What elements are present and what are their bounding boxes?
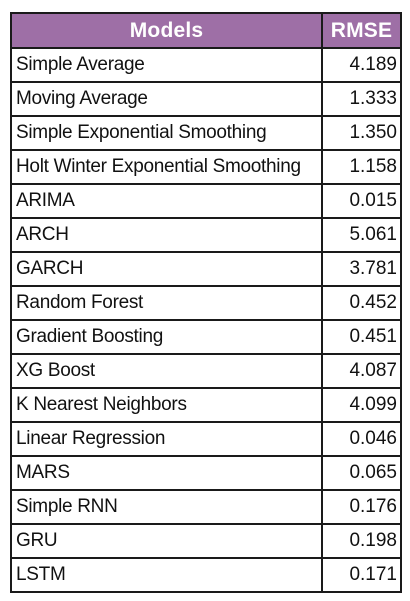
rmse-value-cell: 4.099 — [321, 387, 402, 423]
model-name-cell: Simple RNN — [10, 489, 323, 525]
rmse-value-cell: 0.046 — [321, 421, 402, 457]
rmse-table-container: Models RMSE Simple Average 4.189 Moving … — [10, 12, 402, 593]
rmse-value-cell: 1.333 — [321, 81, 402, 117]
rmse-value-cell: 0.451 — [321, 319, 402, 355]
model-name-cell: ARCH — [10, 217, 323, 253]
model-name-cell: XG Boost — [10, 353, 323, 389]
table-row: XG Boost 4.087 — [10, 353, 402, 389]
model-name-cell: ARIMA — [10, 183, 323, 219]
model-name-cell: K Nearest Neighbors — [10, 387, 323, 423]
model-name-cell: Simple Exponential Smoothing — [10, 115, 323, 151]
model-name-cell: Random Forest — [10, 285, 323, 321]
table-row: K Nearest Neighbors 4.099 — [10, 387, 402, 423]
rmse-value-cell: 4.087 — [321, 353, 402, 389]
rmse-value-cell: 4.189 — [321, 47, 402, 83]
table-row: Moving Average 1.333 — [10, 81, 402, 117]
table-row: LSTM 0.171 — [10, 557, 402, 593]
rmse-header: RMSE — [321, 12, 402, 49]
rmse-table: Models RMSE Simple Average 4.189 Moving … — [10, 12, 402, 593]
rmse-value-cell: 0.171 — [321, 557, 402, 593]
header-row: Models RMSE — [10, 12, 402, 49]
model-name-cell: Holt Winter Exponential Smoothing — [10, 149, 323, 185]
model-name-cell: MARS — [10, 455, 323, 491]
model-name-cell: Gradient Boosting — [10, 319, 323, 355]
table-row: Holt Winter Exponential Smoothing 1.158 — [10, 149, 402, 185]
table-row: Linear Regression 0.046 — [10, 421, 402, 457]
table-row: Simple Exponential Smoothing 1.350 — [10, 115, 402, 151]
table-row: Simple RNN 0.176 — [10, 489, 402, 525]
rmse-value-cell: 0.452 — [321, 285, 402, 321]
rmse-value-cell: 0.065 — [321, 455, 402, 491]
table-row: ARIMA 0.015 — [10, 183, 402, 219]
rmse-value-cell: 0.198 — [321, 523, 402, 559]
model-name-cell: Moving Average — [10, 81, 323, 117]
model-name-cell: GARCH — [10, 251, 323, 287]
rmse-value-cell: 0.015 — [321, 183, 402, 219]
rmse-value-cell: 1.350 — [321, 115, 402, 151]
model-name-cell: Simple Average — [10, 47, 323, 83]
table-row: Gradient Boosting 0.451 — [10, 319, 402, 355]
rmse-value-cell: 3.781 — [321, 251, 402, 287]
rmse-value-cell: 1.158 — [321, 149, 402, 185]
rmse-value-cell: 0.176 — [321, 489, 402, 525]
model-name-cell: GRU — [10, 523, 323, 559]
table-row: Simple Average 4.189 — [10, 47, 402, 83]
table-row: Random Forest 0.452 — [10, 285, 402, 321]
rmse-value-cell: 5.061 — [321, 217, 402, 253]
model-name-cell: LSTM — [10, 557, 323, 593]
models-header: Models — [10, 12, 323, 49]
table-row: MARS 0.065 — [10, 455, 402, 491]
model-name-cell: Linear Regression — [10, 421, 323, 457]
table-row: ARCH 5.061 — [10, 217, 402, 253]
table-row: GRU 0.198 — [10, 523, 402, 559]
table-row: GARCH 3.781 — [10, 251, 402, 287]
